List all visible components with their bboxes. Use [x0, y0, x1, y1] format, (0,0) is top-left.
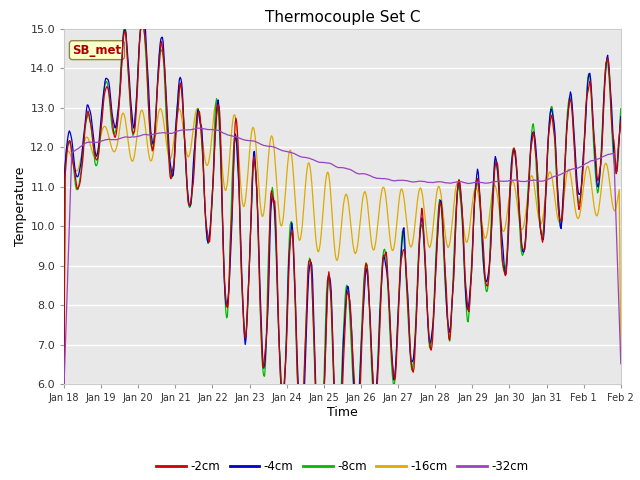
-4cm	[214, 97, 222, 103]
-2cm	[412, 333, 419, 339]
-8cm	[428, 333, 436, 338]
-4cm	[127, 105, 135, 111]
-8cm	[617, 106, 625, 111]
-32cm	[411, 179, 419, 185]
-2cm	[617, 118, 625, 124]
-2cm	[127, 119, 135, 125]
-16cm	[214, 110, 222, 116]
-32cm	[428, 180, 435, 185]
Title: Thermocouple Set C: Thermocouple Set C	[265, 10, 420, 25]
-2cm	[185, 202, 193, 207]
-4cm	[428, 331, 436, 337]
Line: -4cm: -4cm	[64, 12, 621, 465]
-8cm	[127, 119, 135, 125]
-2cm	[138, 20, 146, 25]
Legend: -2cm, -4cm, -8cm, -16cm, -32cm: -2cm, -4cm, -8cm, -16cm, -32cm	[152, 455, 533, 478]
-8cm	[60, 394, 68, 399]
-8cm	[316, 466, 323, 471]
-2cm	[70, 166, 78, 171]
-16cm	[184, 154, 192, 159]
-4cm	[412, 330, 419, 336]
-4cm	[140, 9, 148, 15]
-32cm	[196, 125, 204, 131]
-2cm	[316, 473, 323, 479]
-4cm	[185, 199, 193, 205]
-8cm	[412, 322, 419, 328]
Line: -16cm: -16cm	[64, 103, 621, 360]
-4cm	[70, 158, 78, 164]
-2cm	[60, 397, 68, 403]
-16cm	[411, 223, 419, 229]
-4cm	[617, 114, 625, 120]
Line: -8cm: -8cm	[64, 21, 621, 468]
-32cm	[127, 134, 135, 140]
-16cm	[212, 100, 220, 106]
Y-axis label: Temperature: Temperature	[15, 167, 28, 246]
-16cm	[617, 357, 625, 362]
Text: SB_met: SB_met	[72, 44, 122, 57]
Line: -2cm: -2cm	[64, 23, 621, 476]
X-axis label: Time: Time	[327, 406, 358, 419]
-32cm	[60, 384, 68, 390]
-4cm	[60, 394, 68, 400]
-32cm	[617, 361, 625, 367]
-16cm	[70, 164, 78, 170]
-16cm	[60, 340, 68, 346]
-16cm	[428, 240, 435, 246]
-32cm	[184, 127, 192, 132]
-32cm	[70, 148, 78, 154]
-32cm	[214, 127, 222, 133]
-8cm	[70, 169, 78, 175]
-8cm	[185, 202, 193, 207]
-4cm	[317, 462, 324, 468]
-8cm	[138, 18, 146, 24]
Line: -32cm: -32cm	[64, 128, 621, 387]
-8cm	[214, 104, 222, 109]
-16cm	[127, 157, 135, 163]
-2cm	[214, 102, 222, 108]
-2cm	[428, 344, 436, 350]
